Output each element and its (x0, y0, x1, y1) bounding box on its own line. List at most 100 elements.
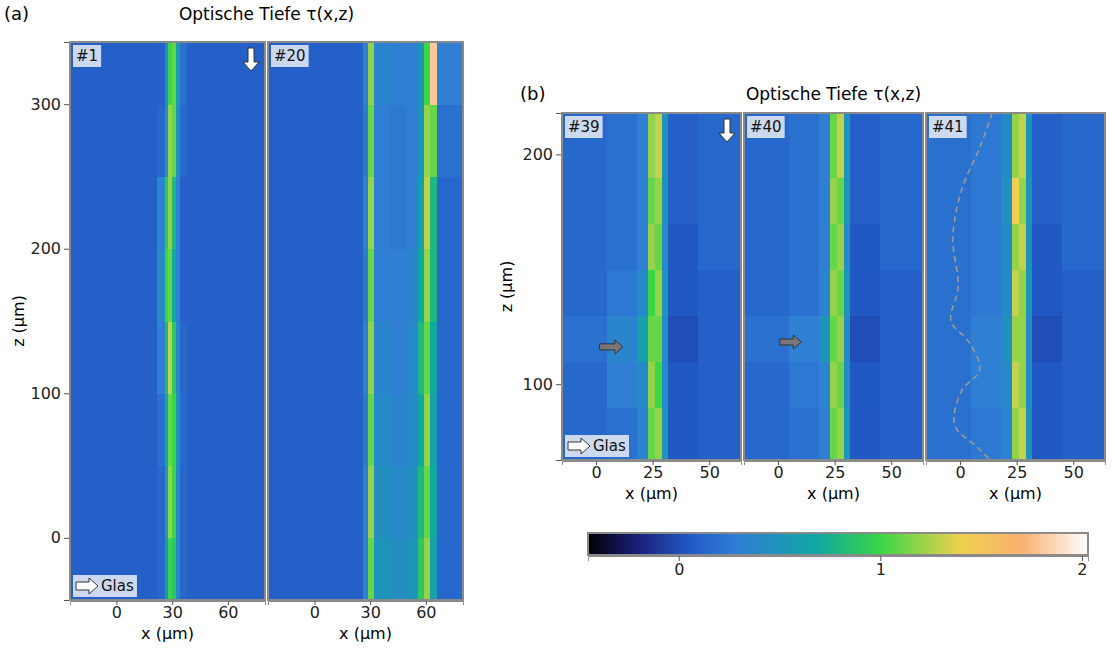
y-tick-mark (64, 249, 69, 250)
heatmap-cell (698, 113, 741, 178)
heatmap-cell (424, 466, 430, 539)
heatmap-cell (424, 42, 430, 105)
heatmap-cell (662, 223, 669, 269)
heatmap-cell (880, 315, 923, 361)
x-tick-label: 30 (360, 603, 380, 622)
heatmap-cell (407, 466, 419, 539)
x-tick: 0 (773, 461, 783, 482)
heatmap-cell (562, 177, 608, 223)
heatmap-cell (363, 176, 369, 249)
heatmap-cell (407, 104, 419, 177)
heatmap-cell (268, 249, 363, 322)
heatmap-cell (430, 393, 438, 466)
heatmap-cell (187, 393, 265, 466)
heatmap-cell (648, 223, 655, 269)
heatmap-cell (971, 223, 1001, 269)
heatmap-cell (607, 177, 637, 223)
heatmap-cell (880, 113, 923, 178)
heatmap-cell (187, 42, 265, 105)
panel-frame (926, 113, 1105, 460)
heatmap-cell (971, 113, 1001, 178)
colorbar-tick: 0 (674, 556, 684, 579)
heatmap-cell (819, 177, 831, 223)
heatmap-cell (1026, 315, 1033, 361)
heatmap-cell (418, 249, 424, 322)
panel-name-text: #39 (568, 118, 600, 136)
heatmap-cell (437, 538, 463, 600)
heatmap-cell (389, 176, 408, 249)
heatmap-cell (180, 249, 188, 322)
heatmap-cell (374, 249, 389, 322)
heatmap-cell (819, 113, 831, 178)
heatmap-cell (1001, 113, 1013, 178)
heatmap-cell (374, 466, 389, 539)
heatmap-cell (850, 407, 880, 460)
region-outline (951, 113, 993, 460)
heatmap-cell (819, 407, 831, 460)
x-tick-label: 50 (1064, 463, 1084, 482)
colorbar-axis: 012 (589, 556, 1089, 579)
heatmap-cell (187, 321, 265, 394)
heatmap-cell (176, 538, 180, 600)
heatmap-cell (1062, 113, 1105, 178)
heatmap-cell (668, 177, 698, 223)
heatmap-cell (187, 104, 265, 177)
heatmap-cell (668, 223, 698, 269)
chart-0: (a)Optische Tiefe τ(x,z)z (µm)0100200300… (4, 3, 464, 643)
heatmap-cell (562, 223, 608, 269)
arrow (780, 335, 801, 349)
heatmap-cell (844, 269, 851, 315)
heatmap-cell (368, 42, 374, 105)
heatmap-cell (1026, 113, 1033, 178)
heatmap-cell (437, 249, 463, 322)
heatmap-cell (368, 176, 374, 249)
colorbar-tick: 2 (1077, 556, 1087, 579)
x-tick: 0 (591, 461, 601, 482)
heatmap-cell (655, 315, 662, 361)
heatmap-cell (668, 407, 698, 460)
y-tick-label: 100 (522, 375, 553, 394)
heatmap-cell (926, 113, 972, 178)
heatmap-cell (418, 538, 424, 600)
heatmap-cell (648, 113, 655, 178)
heatmap-cell (562, 269, 608, 315)
heatmap-cell (1062, 361, 1105, 407)
x-tick-label: 25 (1007, 463, 1027, 482)
heatmap-cell (668, 113, 698, 178)
heatmap-cell (844, 361, 851, 407)
x-axis-title: x (µm) (807, 484, 860, 503)
title: Optische Tiefe τ(x,z) (179, 4, 354, 24)
heatmap-cell (1062, 177, 1105, 223)
heatmap-cell (168, 321, 172, 394)
heatmap-cell (180, 538, 188, 600)
x-axis-title: x (µm) (339, 624, 392, 643)
heatmap-cell (368, 321, 374, 394)
x-tick-label: 25 (643, 463, 663, 482)
heatmap-cell (819, 315, 831, 361)
heatmap-cell (1026, 361, 1033, 407)
heatmap-cell (407, 393, 419, 466)
heatmap-cell (430, 42, 438, 105)
panel-name: #20 (271, 45, 309, 67)
heatmap-cell (268, 42, 363, 105)
heatmap-cell (187, 466, 265, 539)
heatmap-cell (971, 361, 1001, 407)
heatmap-cell (157, 466, 165, 539)
x-axis: 02550 (927, 461, 1106, 482)
heatmap-cell (1012, 361, 1019, 407)
heatmap-cell (1001, 223, 1013, 269)
heatmap-cell (926, 315, 972, 361)
x-axis-title: x (µm) (141, 624, 194, 643)
heatmap-cell (374, 321, 389, 394)
y-axis: 100200 (522, 114, 561, 461)
y-tick: 0 (51, 528, 69, 547)
heatmap-cell (844, 407, 851, 460)
heatmap-cell (165, 42, 169, 105)
heatmap-cell (407, 249, 419, 322)
heatmap-cell (418, 321, 424, 394)
x-tick-label: 0 (591, 463, 601, 482)
heatmap-cell (837, 407, 844, 460)
heatmap-cell (157, 321, 165, 394)
heatmap-cells (268, 42, 463, 600)
heatmap-cell (637, 113, 649, 178)
